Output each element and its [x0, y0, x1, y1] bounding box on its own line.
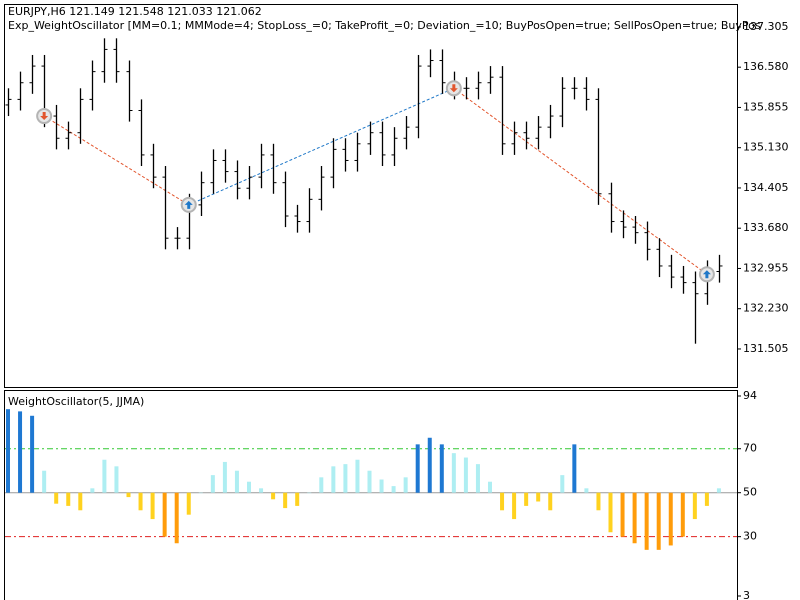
oscillator-bar	[126, 492, 131, 498]
y-tick-label: 135.130	[743, 141, 789, 154]
oscillator-bar	[78, 492, 83, 511]
oscillator-bar	[30, 415, 35, 493]
oscillator-bar	[54, 492, 59, 504]
oscillator-bar	[186, 492, 191, 515]
y-tick-label: 137.305	[743, 20, 789, 33]
y-tick-label: 135.855	[743, 100, 789, 113]
trade-arrow	[184, 200, 193, 209]
oscillator-bar	[500, 492, 505, 511]
y-tick-label: 3	[743, 589, 750, 600]
y-tick-label: 136.580	[743, 60, 789, 73]
oscillator-bar	[150, 492, 155, 520]
oscillator-bar	[620, 492, 625, 537]
oscillator-bar	[162, 492, 167, 537]
price-panel-frame	[4, 4, 738, 388]
trade-arrow	[449, 84, 458, 93]
oscillator-bar	[259, 488, 264, 493]
oscillator-bar	[247, 481, 251, 493]
oscillator-bar	[66, 492, 71, 506]
oscillator-bar	[632, 492, 637, 544]
oscillator-bar	[367, 470, 372, 493]
trade-arrow	[702, 270, 711, 279]
trade-arrow	[40, 112, 49, 121]
oscillator-bar	[210, 475, 215, 493]
oscillator-bar	[475, 464, 480, 493]
oscillator-bar	[355, 459, 360, 493]
y-tick-label: 132.230	[743, 302, 789, 315]
oscillator-bar	[608, 492, 613, 533]
oscillator-bar	[42, 470, 47, 493]
oscillator-bar	[391, 486, 396, 493]
oscillator-bar	[596, 492, 601, 511]
oscillator-bar	[379, 479, 384, 493]
oscillator-bar	[114, 466, 119, 493]
oscillator-bar	[668, 492, 673, 546]
oscillator-bar	[138, 492, 143, 511]
oscillator-bar	[584, 488, 589, 493]
expert-info: Exp_WeightOscillator [MM=0.1; MMMode=4; …	[8, 19, 761, 32]
oscillator-bar	[451, 453, 456, 493]
y-tick-label: 50	[743, 486, 757, 499]
oscillator-bar	[6, 409, 10, 493]
trade-line	[43, 115, 190, 206]
oscillator-bar	[680, 492, 685, 537]
oscillator-bar	[572, 444, 577, 493]
oscillator-bar	[548, 492, 553, 511]
oscillator-bar	[102, 459, 107, 493]
oscillator-bar	[90, 488, 95, 493]
oscillator-bar	[331, 466, 336, 493]
y-tick-label: 94	[743, 389, 757, 402]
oscillator-bar	[18, 411, 23, 493]
trade-line	[188, 87, 455, 206]
oscillator-bar	[439, 444, 444, 493]
oscillator-bar	[319, 477, 324, 493]
oscillator-bar	[198, 492, 203, 494]
y-tick-label: 131.505	[743, 342, 789, 355]
oscillator-bar	[463, 457, 468, 493]
oscillator-bar	[704, 492, 709, 506]
y-tick-label: 134.405	[743, 181, 789, 194]
oscillator-bar	[283, 492, 288, 509]
oscillator-bar	[427, 437, 432, 493]
oscillator-bar	[295, 492, 300, 506]
y-tick-label: 132.955	[743, 261, 789, 274]
oscillator-bar	[343, 464, 348, 493]
y-tick-label: 70	[743, 442, 757, 455]
oscillator-bar	[692, 492, 697, 520]
y-tick-label: 30	[743, 530, 757, 543]
oscillator-bar	[488, 481, 492, 493]
oscillator-bar	[656, 492, 661, 550]
symbol-info: EURJPY,H6 121.149 121.548 121.033 121.06…	[8, 5, 262, 18]
oscillator-bar	[560, 475, 565, 493]
indicator-title: WeightOscillator(5, JJMA)	[8, 395, 144, 408]
oscillator-bar	[307, 492, 312, 494]
trade-line	[453, 87, 708, 275]
y-tick-label: 133.680	[743, 221, 789, 234]
oscillator-bar	[415, 444, 420, 493]
oscillator-bar	[174, 492, 179, 544]
oscillator-bar	[222, 461, 227, 493]
oscillator-bar	[512, 492, 517, 520]
oscillator-bar	[403, 477, 408, 493]
oscillator-bar	[271, 492, 276, 500]
oscillator-bar	[716, 488, 721, 493]
oscillator-bar	[234, 470, 239, 493]
oscillator-bar	[536, 492, 541, 502]
oscillator-panel-frame	[4, 390, 738, 600]
oscillator-bar	[644, 492, 649, 550]
oscillator-bar	[524, 492, 529, 506]
